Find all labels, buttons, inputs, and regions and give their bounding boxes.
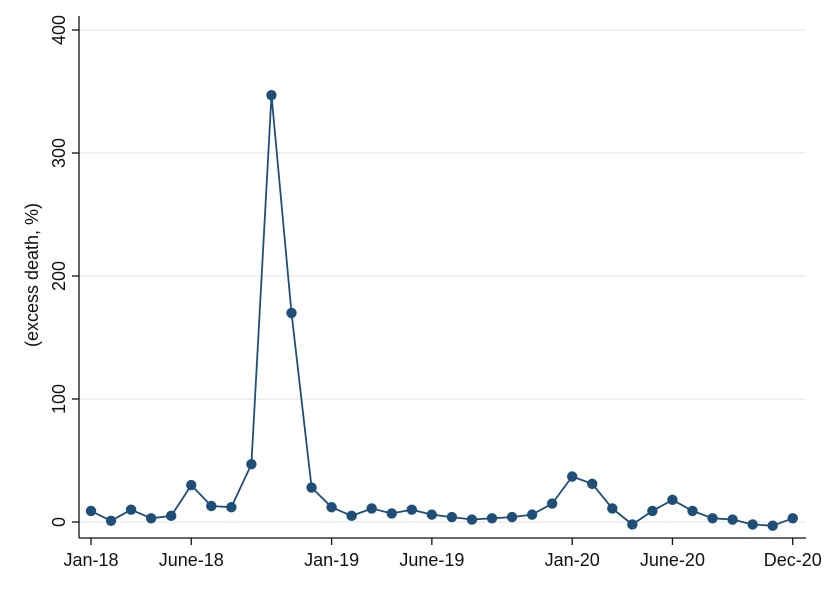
y-tick-label: 100 (49, 384, 69, 414)
data-point (526, 509, 538, 520)
y-tick-label: 200 (49, 261, 69, 291)
data-point (105, 515, 117, 526)
x-axis-ticks: Jan-18 June-18 Jan-19 June-19 Jan-20 June-20 D… (63, 538, 822, 570)
y-axis-ticks: 0 100 200 300 400 (49, 15, 79, 527)
data-point (85, 505, 97, 517)
x-tick-label: Jan-20 (545, 550, 600, 570)
data-point (166, 510, 177, 522)
data-point (767, 520, 778, 531)
data-point (607, 503, 618, 514)
data-point (246, 458, 257, 470)
gridlines (79, 29, 806, 523)
data-point (125, 504, 137, 515)
data-point (627, 519, 638, 530)
data-point (787, 513, 798, 524)
data-point (226, 502, 237, 513)
data-point (366, 503, 377, 514)
y-tick-label: 400 (49, 15, 69, 45)
data-point (546, 498, 558, 509)
axes (78, 16, 806, 539)
data-point (186, 479, 197, 491)
series (85, 89, 798, 531)
data-point (727, 514, 738, 525)
data-point (567, 471, 578, 482)
data-point (406, 504, 417, 515)
data-point (386, 508, 397, 519)
y-tick-label: 0 (49, 517, 69, 527)
data-point (707, 513, 718, 524)
x-tick-label: June-18 (159, 550, 224, 570)
data-point (426, 509, 438, 520)
data-point (286, 307, 297, 319)
data-point (306, 482, 317, 493)
data-point (747, 519, 758, 530)
y-tick-label: 300 (49, 138, 69, 168)
x-tick-label: Jan-19 (304, 550, 359, 570)
data-point (145, 513, 157, 524)
x-tick-label: Jan-18 (63, 550, 118, 570)
data-point (486, 513, 498, 524)
data-point (667, 494, 678, 506)
data-point (206, 500, 217, 512)
data-point (506, 511, 518, 523)
data-point (266, 89, 277, 101)
data-point (587, 478, 598, 490)
data-point (647, 505, 658, 517)
x-tick-label: June-20 (640, 550, 705, 570)
data-point (446, 511, 458, 523)
x-tick-label: June-19 (399, 550, 464, 570)
data-point (326, 502, 337, 513)
y-axis-title: (excess death, %) (22, 203, 42, 347)
series-line (90, 94, 794, 527)
data-point (466, 514, 478, 525)
data-point (687, 505, 698, 517)
x-tick-label: Dec-20 (764, 550, 822, 570)
data-point (346, 510, 357, 522)
